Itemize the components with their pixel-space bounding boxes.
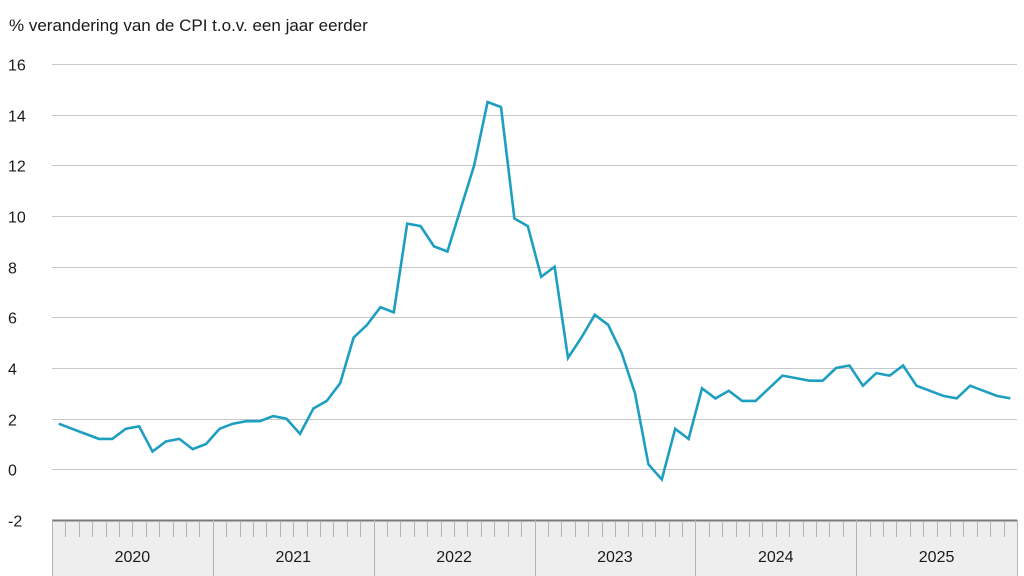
- x-year-label: 2024: [758, 549, 794, 566]
- y-axis: -2 0 2 4 6 8 10 12 14 16: [8, 58, 26, 531]
- x-year-label: 2021: [275, 549, 311, 566]
- y-tick-label: -2: [8, 514, 22, 531]
- series-cpi: [58, 100, 1011, 483]
- x-axis-band: [52, 520, 1017, 576]
- y-tick-label: 6: [8, 311, 17, 328]
- gridlines: [52, 64, 1017, 470]
- x-year-label: 2025: [919, 549, 955, 566]
- y-tick-label: 14: [8, 109, 26, 126]
- y-tick-label: 8: [8, 261, 17, 278]
- x-year-label: 2023: [597, 549, 633, 566]
- x-year-label: 2020: [115, 549, 151, 566]
- x-year-label: 2022: [436, 549, 472, 566]
- y-tick-label: 4: [8, 362, 17, 379]
- y-tick-label: 0: [8, 463, 17, 480]
- x-axis: 2020 2021 2022 2023 2024 2025: [52, 519, 1018, 576]
- y-tick-label: 10: [8, 210, 26, 227]
- chart-title: % verandering van de CPI t.o.v. een jaar…: [9, 16, 368, 35]
- y-tick-label: 12: [8, 159, 26, 176]
- y-tick-label: 2: [8, 413, 17, 430]
- y-tick-label: 16: [8, 58, 26, 75]
- series-line: [58, 100, 1011, 483]
